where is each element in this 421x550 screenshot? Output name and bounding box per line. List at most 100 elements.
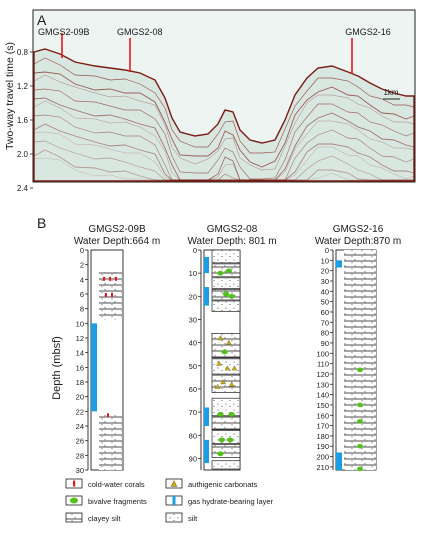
depth-tick-label: 2 [80, 261, 84, 270]
lith-clayey [344, 250, 376, 470]
core-section [211, 416, 241, 430]
depth-tick-label: 80 [321, 329, 329, 338]
legend: cold-water corals authigenic carbonats b… [65, 478, 274, 523]
depth-tick-label: 90 [189, 454, 197, 463]
core-08: GMGS2-08 Water Depth: 801 m 0 10 20 30 40 50 6… [187, 224, 277, 471]
coral-mark [107, 413, 109, 418]
core-section [211, 333, 241, 359]
depth-tick-label: 120 [316, 370, 329, 379]
seismic-reflector [33, 74, 415, 171]
seismic-reflector [33, 57, 415, 154]
carbonate-mark [231, 365, 238, 371]
carbonate-mark [226, 339, 232, 345]
depth-tick-label: 0 [193, 246, 197, 255]
depth-tick-label: 12 [76, 334, 84, 343]
bivalve-mark [217, 412, 224, 417]
hydrate-layer [204, 439, 209, 464]
depth-tick-label: 140 [316, 391, 329, 400]
bivalve-mark [222, 291, 230, 297]
seismic-reflector [33, 157, 414, 181]
core-section [211, 430, 241, 444]
hydrate-layer [336, 260, 342, 268]
hydrate-layer [91, 323, 97, 412]
carbonate-mark [217, 335, 224, 341]
bivalve-mark [221, 349, 228, 355]
depth-tick-label: 22 [76, 407, 84, 416]
core-section [211, 444, 241, 458]
depth-tick-label: 18 [76, 378, 84, 387]
bivalve-mark [357, 466, 363, 472]
bivalve-mark [225, 268, 232, 274]
legend-bivalve-mark [70, 497, 78, 504]
panel-a-ylabel: Two-way travel time (s) [4, 42, 16, 150]
depth-tick-label: 24 [76, 422, 84, 431]
depth-tick-label: 90 [321, 339, 329, 348]
coral-mark [111, 293, 113, 297]
scale-bar-label: 1km [383, 88, 398, 97]
time-tick-label: 1.6 [17, 116, 29, 125]
core-08-log: 0 10 20 30 40 50 60 70 80 90 [189, 246, 241, 471]
coral-mark [109, 276, 111, 281]
depth-tick-label: 110 [317, 360, 329, 369]
time-tick-label: 1.2 [17, 82, 29, 91]
panel-a-letter: A [37, 12, 47, 28]
seismic-body [33, 48, 415, 182]
depth-tick-label: 210 [316, 463, 329, 472]
bivalve-mark [217, 270, 224, 276]
seismic-reflector [33, 131, 415, 181]
legend-carbonate-mark [170, 480, 178, 487]
seismic-reflector [33, 100, 415, 181]
legend-label-clayey: clayey silt [88, 514, 121, 523]
hydrate-layer [204, 407, 209, 426]
hydrate-layer [336, 452, 342, 470]
bivalve-mark [357, 402, 363, 408]
carbonate-mark [220, 379, 226, 385]
seismic-reflector [33, 123, 415, 181]
carbonate-mark [228, 381, 235, 387]
depth-tick-label: 40 [189, 339, 197, 348]
bivalve-mark [227, 437, 234, 443]
legend-swatch-clayey [65, 512, 83, 523]
seismic-reflector [33, 88, 415, 180]
core-section [211, 358, 241, 375]
time-tick-label: 2.4 [17, 184, 29, 193]
site-marker-label: GMGS2-09B [38, 27, 90, 37]
depth-tick-label: 20 [321, 267, 329, 276]
seismic-reflector [33, 114, 415, 181]
bivalve-mark [357, 419, 363, 424]
depth-tick-label: 160 [316, 411, 329, 420]
legend-coral-mark [73, 480, 76, 487]
coral-mark [115, 276, 117, 281]
depth-tick-label: 10 [321, 256, 329, 265]
depth-tick-label: 40 [321, 287, 329, 296]
depth-tick-label: 0 [325, 246, 329, 255]
lith-clayey [99, 272, 122, 320]
carbonate-mark [224, 365, 231, 371]
seismic-reflector [33, 149, 414, 181]
lith-clayey [99, 413, 122, 470]
legend-hydrate-mark [172, 496, 176, 505]
depth-tick-label: 70 [189, 408, 197, 417]
time-tick-label: 0.8 [17, 48, 29, 57]
coral-mark [105, 293, 107, 297]
depth-tick-label: 30 [189, 315, 197, 324]
depth-tick-label: 16 [76, 363, 84, 372]
carbonate-mark [216, 360, 222, 366]
bivalve-mark [228, 412, 235, 417]
legend-swatch-silt [165, 512, 183, 523]
hydrate-layer [204, 287, 209, 306]
depth-tick-label: 100 [316, 349, 329, 358]
bivalve-mark [357, 367, 363, 373]
depth-tick-label: 150 [316, 401, 329, 410]
scale-bar: 1km [383, 88, 400, 100]
depth-tick-label: 170 [316, 422, 329, 431]
depth-tick-label: 10 [76, 319, 84, 328]
core-section [211, 249, 241, 264]
depth-tick-label: 190 [316, 442, 329, 451]
depth-tick-label: 80 [189, 431, 197, 440]
core-section [211, 300, 241, 312]
legend-label-carbonate: authigenic carbonats [188, 480, 257, 489]
panel-b: B Depth (mbsf) GMGS2-09B Water Depth:664… [37, 215, 401, 523]
